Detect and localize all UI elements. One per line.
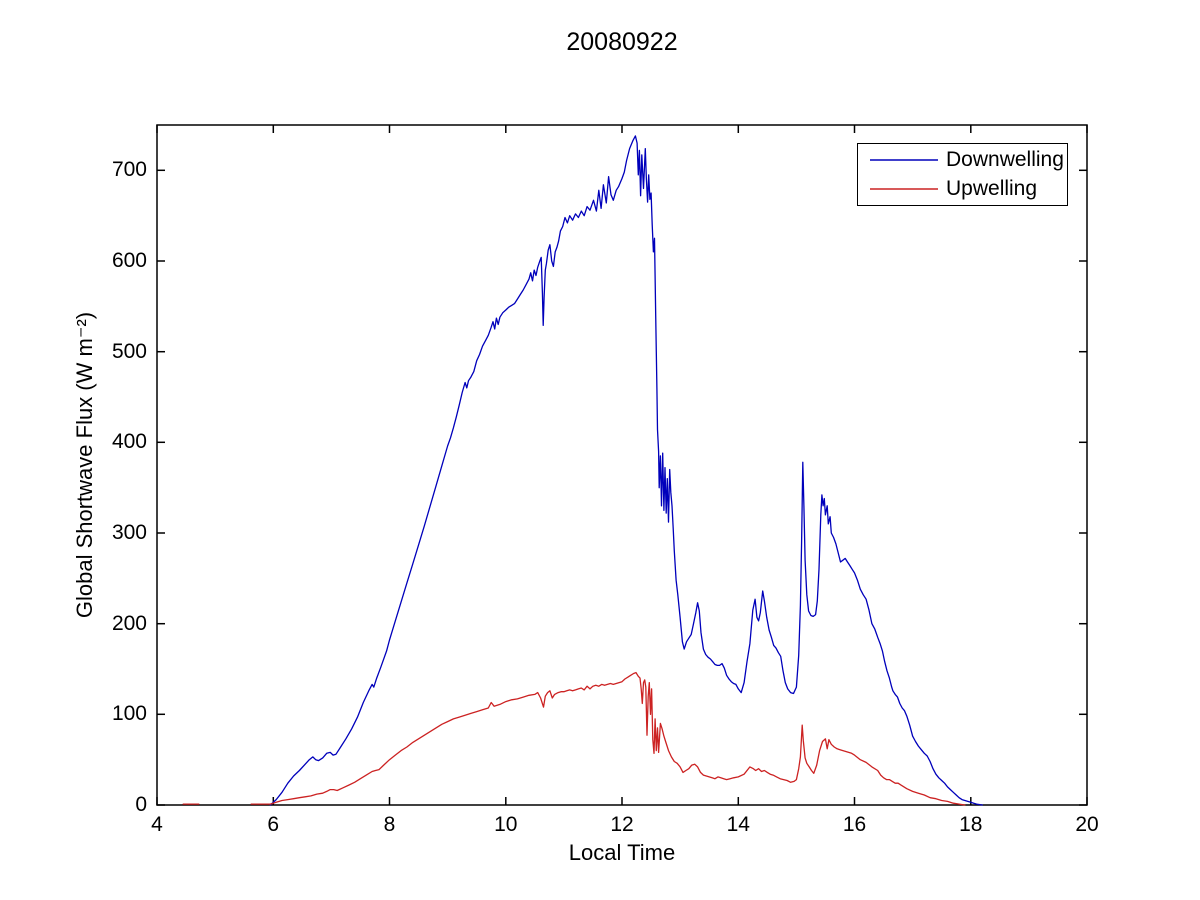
- x-tick-label: 10: [494, 813, 518, 836]
- upwelling-line-sample-icon: [870, 187, 938, 190]
- legend-entry-upwelling: Upwelling: [870, 177, 1067, 201]
- y-tick-label: 100: [111, 702, 147, 726]
- y-tick-label: 700: [111, 158, 147, 182]
- legend: Downwelling Upwelling: [857, 143, 1068, 206]
- legend-entry-downwelling: Downwelling: [870, 148, 1067, 172]
- y-tick-label: 300: [111, 521, 147, 544]
- legend-label-downwelling: Downwelling: [946, 148, 1064, 172]
- y-axis-label: Global Shortwave Flux (W m⁻²): [72, 311, 97, 619]
- downwelling-line-sample-icon: [870, 159, 938, 162]
- x-tick-label: 12: [610, 813, 634, 836]
- legend-label-upwelling: Upwelling: [946, 176, 1038, 200]
- y-tick-label: 200: [111, 611, 147, 635]
- chart-title: 20080922: [566, 28, 678, 56]
- x-tick-label: 8: [383, 813, 396, 836]
- y-tick-label: 400: [111, 430, 147, 454]
- y-tick-label: 600: [111, 249, 147, 272]
- x-tick-label: 18: [959, 813, 983, 836]
- series-downwelling-line: [269, 135, 984, 806]
- x-tick-label: 4: [151, 813, 163, 836]
- y-tick-label: 0: [135, 793, 147, 816]
- x-tick-label: 14: [726, 813, 750, 836]
- plot-border: [156, 124, 1088, 806]
- x-axis-label: Local Time: [568, 840, 676, 865]
- y-tick-label: 500: [111, 339, 147, 363]
- series-upwelling-line: [250, 671, 966, 806]
- x-tick-label: 6: [267, 813, 280, 836]
- x-tick-label: 16: [842, 813, 867, 836]
- x-tick-label: 20: [1075, 813, 1099, 836]
